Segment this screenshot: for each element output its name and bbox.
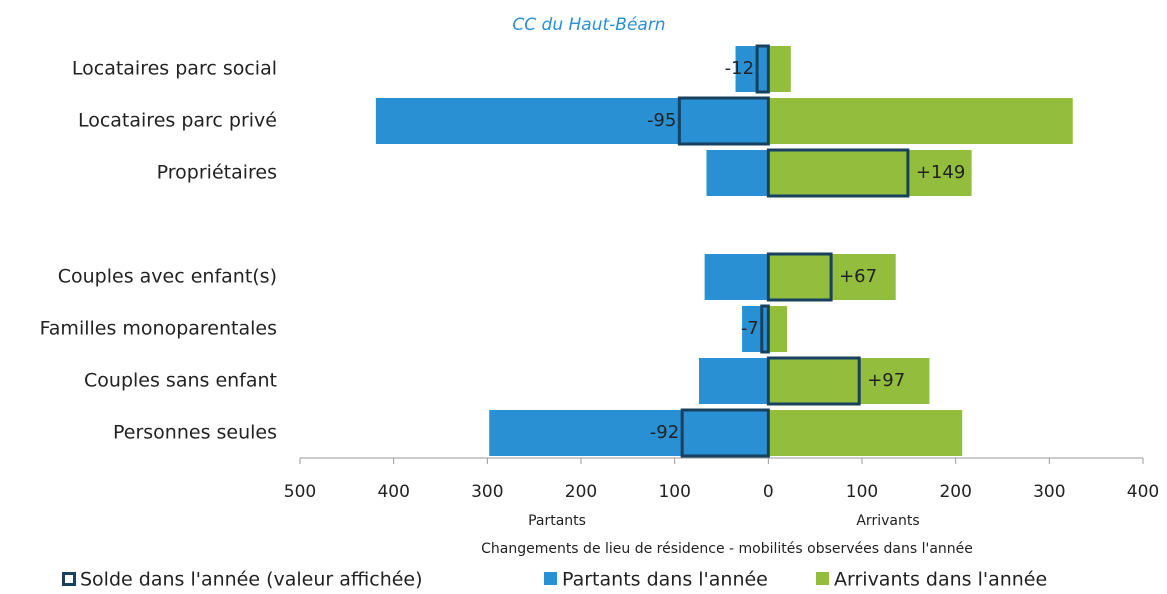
balance-bar xyxy=(766,148,910,198)
x-tick-label: 200 xyxy=(565,482,597,502)
balance-bar xyxy=(680,408,770,458)
chart-title: CC du Haut-Béarn xyxy=(512,15,665,35)
balance-bar xyxy=(755,44,770,94)
category-label: Couples sans enfant xyxy=(84,370,277,392)
bar xyxy=(375,98,769,144)
legend-label: Partants dans l'année xyxy=(562,569,768,591)
x-tick-label: 100 xyxy=(846,482,878,502)
data-label: +67 xyxy=(839,266,877,287)
legend-swatch xyxy=(62,572,76,586)
category-label: Couples avec enfant(s) xyxy=(58,266,277,288)
right-label: Arrivants xyxy=(856,513,919,529)
balance-bar xyxy=(760,304,770,354)
category-label: Propriétaires xyxy=(157,162,277,184)
bar xyxy=(768,306,788,352)
x-tick-label: 300 xyxy=(1033,482,1065,502)
balance-bar xyxy=(766,252,833,302)
balance-bar xyxy=(677,96,770,146)
x-tick-label: 0 xyxy=(763,482,774,502)
bar xyxy=(768,150,972,196)
category-label: Personnes seules xyxy=(113,422,277,444)
legend-swatch xyxy=(816,572,829,585)
data-label: -92 xyxy=(650,422,679,443)
x-tick-label: 400 xyxy=(377,482,409,502)
data-label: -95 xyxy=(647,110,676,131)
category-label: Locataires parc privé xyxy=(78,110,277,132)
data-label: -12 xyxy=(725,58,754,79)
category-label: Locataires parc social xyxy=(72,58,277,80)
bar xyxy=(489,410,769,456)
left-label: Partants xyxy=(528,513,586,529)
bar xyxy=(768,358,930,404)
x-tick-label: 500 xyxy=(284,482,316,502)
legend-label: Solde dans l'année (valeur affichée) xyxy=(80,569,423,591)
x-tick-label: 300 xyxy=(471,482,503,502)
x-tick-label: 400 xyxy=(1127,482,1159,502)
legend-swatch xyxy=(544,572,557,585)
bar xyxy=(742,306,769,352)
category-label: Familles monoparentales xyxy=(40,318,277,340)
bar xyxy=(768,46,791,92)
bar xyxy=(768,410,963,456)
bar xyxy=(706,150,769,196)
data-label: -7 xyxy=(741,318,759,339)
data-label: +149 xyxy=(916,162,965,183)
bar xyxy=(768,98,1073,144)
x-tick-label: 200 xyxy=(939,482,971,502)
balance-bar xyxy=(766,356,861,406)
data-label: +97 xyxy=(867,370,905,391)
bar xyxy=(704,254,769,300)
bar xyxy=(735,46,769,92)
x-axis-label: Changements de lieu de résidence - mobil… xyxy=(481,541,973,557)
x-tick-label: 100 xyxy=(658,482,690,502)
bar xyxy=(699,358,769,404)
legend-label: Arrivants dans l'année xyxy=(834,569,1047,591)
